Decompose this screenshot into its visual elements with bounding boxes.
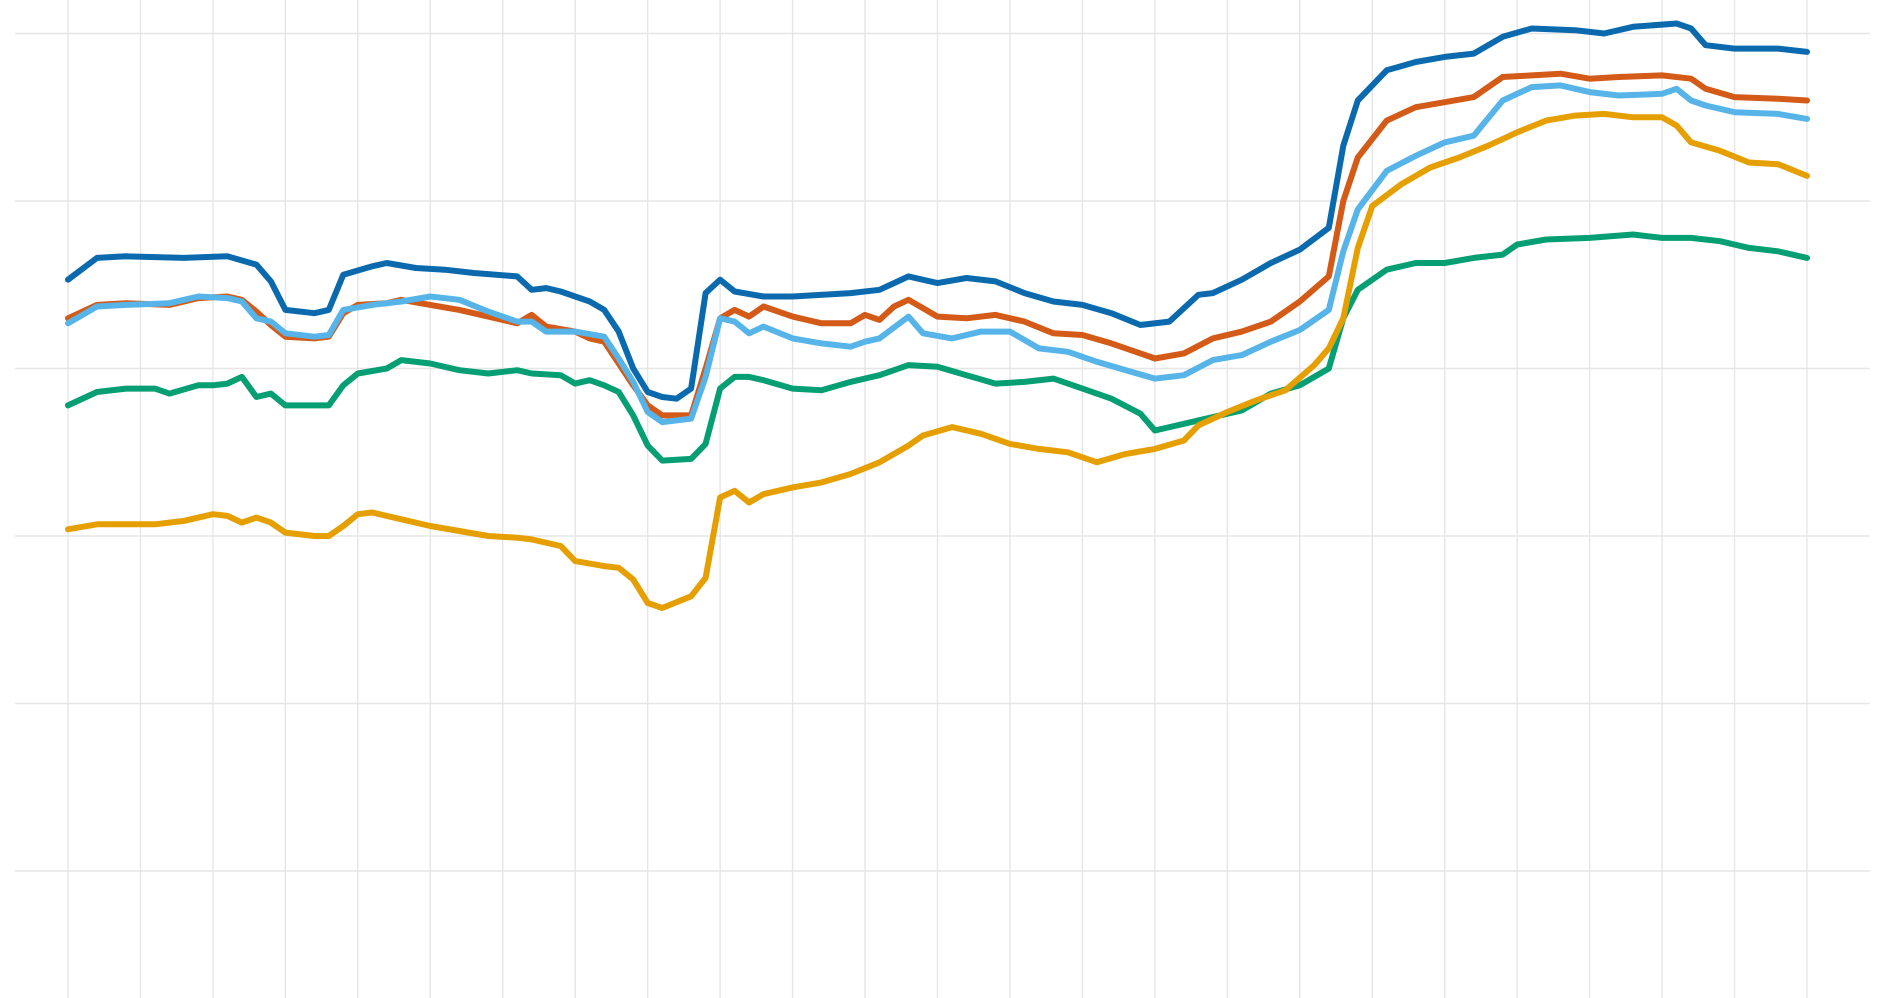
- series-lines: [65, 20, 1810, 611]
- grid: [15, 0, 1870, 998]
- series-line-1: [65, 20, 1810, 402]
- series-line-5: [65, 110, 1810, 611]
- series-line-4: [65, 231, 1810, 464]
- series-line-3: [65, 82, 1810, 426]
